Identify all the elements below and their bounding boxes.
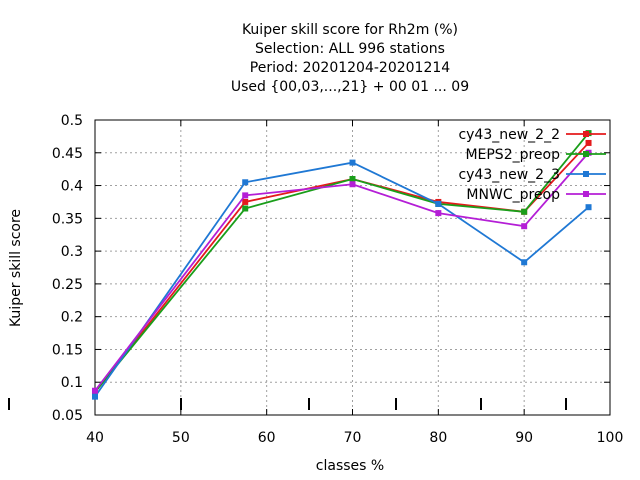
- x-tick-label: 40: [86, 430, 104, 446]
- data-point: [92, 393, 98, 400]
- legend-swatch-marker: [583, 191, 589, 197]
- legend: cy43_new_2_2 MEPS2_preop cy43_new_2_3 MNWC_…: [458, 127, 606, 203]
- legend-swatch-marker: [583, 171, 589, 177]
- y-tick-label: 0.5: [61, 113, 83, 129]
- legend-swatch-marker: [583, 131, 589, 137]
- x-tick-label: 90: [515, 430, 533, 446]
- x-tick-label: 70: [344, 430, 362, 446]
- x-tick-label: 80: [429, 430, 447, 446]
- data-point: [435, 210, 442, 217]
- y-tick-label: 0.3: [61, 244, 83, 260]
- axis-ticks: 40 50 60 70 80 90 100 0.05 0.1 0.15 0.2 0.25 0.3 0.35…: [52, 113, 624, 446]
- outside-tick-marks: [8, 398, 567, 410]
- y-tick-label: 0.35: [52, 211, 83, 227]
- legend-label: MNWC_preop: [466, 187, 560, 203]
- title-line-3: Used {00,03,...,21} + 00 01 ... 09: [231, 79, 469, 95]
- legend-swatch-marker: [583, 151, 589, 157]
- chart-title: Kuiper skill score for Rh2m (%) Selection…: [231, 22, 469, 95]
- data-point: [435, 200, 442, 207]
- series-lines: [92, 130, 592, 400]
- data-point: [242, 205, 249, 212]
- title-line-1: Selection: ALL 996 stations: [255, 41, 445, 57]
- data-point: [585, 139, 592, 146]
- series-line: [94, 152, 590, 392]
- y-tick-label: 0.25: [52, 277, 83, 293]
- title-line-0: Kuiper skill score for Rh2m (%): [242, 22, 458, 38]
- data-point: [349, 159, 356, 166]
- data-point: [242, 192, 249, 199]
- y-tick-label: 0.4: [61, 179, 83, 195]
- series-cy43_new_2_3: [92, 159, 592, 400]
- data-point: [349, 176, 356, 182]
- grid-lines: [95, 120, 610, 415]
- title-line-2: Period: 20201204-20201214: [250, 60, 450, 76]
- x-axis-label: classes %: [316, 458, 384, 474]
- y-tick-label: 0.2: [61, 310, 83, 326]
- legend-label: cy43_new_2_2: [458, 127, 560, 143]
- y-tick-label: 0.15: [52, 342, 83, 358]
- x-tick-label: 50: [172, 430, 190, 446]
- y-tick-label: 0.05: [52, 408, 83, 424]
- data-point: [521, 223, 528, 230]
- data-point: [349, 181, 356, 188]
- series-line: [94, 132, 590, 393]
- data-point: [585, 204, 592, 211]
- series-line: [94, 161, 590, 398]
- data-point: [242, 179, 249, 186]
- y-axis-label: Kuiper skill score: [8, 209, 24, 327]
- legend-label: MEPS2_preop: [465, 147, 560, 163]
- y-tick-label: 0.45: [52, 146, 83, 162]
- data-point: [521, 259, 528, 266]
- series-line: [94, 142, 590, 393]
- data-point: [242, 198, 249, 205]
- x-tick-label: 100: [597, 430, 624, 446]
- data-point: [521, 208, 528, 215]
- y-tick-label: 0.1: [61, 375, 83, 391]
- legend-label: cy43_new_2_3: [458, 167, 560, 183]
- x-tick-label: 60: [258, 430, 276, 446]
- data-point: [92, 387, 98, 394]
